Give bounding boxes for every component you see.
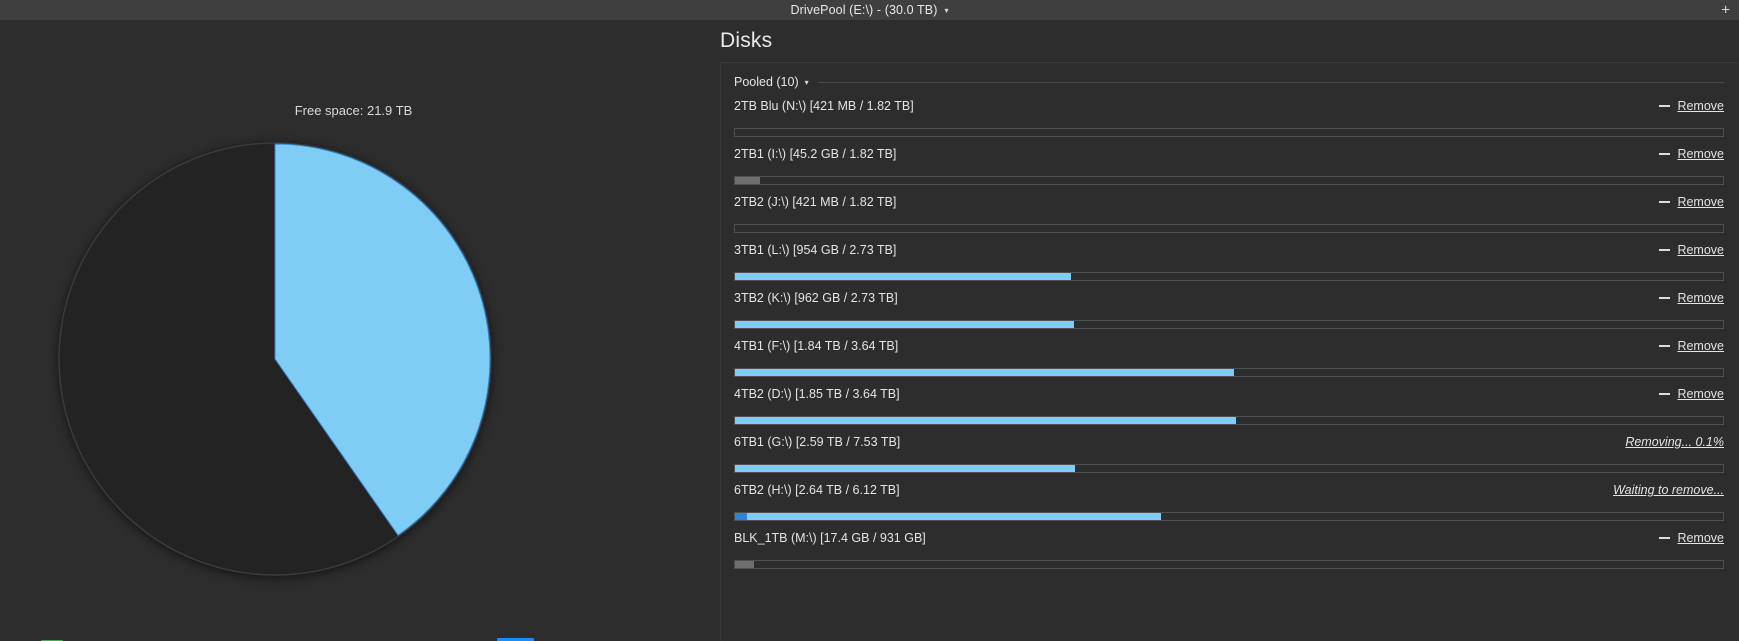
remove-disk-button[interactable]: Remove [1659,243,1724,257]
disk-row[interactable]: 2TB2 (J:\) [421 MB / 1.82 TB] Remove [721,189,1739,237]
disk-usage-bar [734,320,1724,329]
app-body: Free space: 21.9 TB x2 NTFS Disks Pooled… [0,20,1739,641]
remove-disk-label[interactable]: Remove [1677,243,1724,257]
remove-disk-label[interactable]: Remove [1677,531,1724,545]
group-divider [817,81,1724,83]
disk-usage-bar-fill [735,465,1075,472]
disk-row-header: 3TB2 (K:\) [962 GB / 2.73 TB] Remove [734,285,1724,311]
disk-usage-bar-fill [735,417,1236,424]
disk-usage-bar-fill [735,321,1074,328]
minus-icon [1659,201,1671,203]
disk-row-header: 6TB1 (G:\) [2.59 TB / 7.53 TB] Removing..… [734,429,1724,455]
disk-name-label: 6TB1 (G:\) [2.59 TB / 7.53 TB] [734,435,901,449]
minus-icon [1659,249,1671,251]
disk-name-label: 6TB2 (H:\) [2.64 TB / 6.12 TB] [734,483,900,497]
disk-removal-status[interactable]: Waiting to remove... [1613,483,1724,497]
minus-icon [1659,297,1671,299]
disk-usage-bar-fill [735,513,1161,520]
disk-row[interactable]: 6TB1 (G:\) [2.59 TB / 7.53 TB] Removing..… [721,429,1739,477]
disk-row-header: 3TB1 (L:\) [954 GB / 2.73 TB] Remove [734,237,1724,263]
disk-usage-bar [734,176,1724,185]
disk-row-header: 4TB1 (F:\) [1.84 TB / 3.64 TB] Remove [734,333,1724,359]
disk-row-header: 2TB Blu (N:\) [421 MB / 1.82 TB] Remove [734,93,1724,119]
disk-list: 2TB Blu (N:\) [421 MB / 1.82 TB] Remove 2T… [721,93,1739,573]
disk-removal-status-label[interactable]: Removing... 0.1% [1625,435,1724,449]
pooled-group-header[interactable]: Pooled (10) ▾ [734,75,1739,89]
remove-disk-label[interactable]: Remove [1677,291,1724,305]
disk-row[interactable]: 3TB1 (L:\) [954 GB / 2.73 TB] Remove [721,237,1739,285]
disk-name-label: 4TB1 (F:\) [1.84 TB / 3.64 TB] [734,339,899,353]
disk-removal-status[interactable]: Removing... 0.1% [1625,435,1724,449]
page-title: Disks [720,29,773,52]
chevron-down-icon[interactable]: ▾ [944,6,949,15]
disk-row-header: 2TB1 (I:\) [45.2 GB / 1.82 TB] Remove [734,141,1724,167]
pooled-group-label: Pooled (10) [734,75,799,89]
remove-disk-button[interactable]: Remove [1659,387,1724,401]
disk-usage-bar-fill [735,369,1234,376]
disk-name-label: 2TB2 (J:\) [421 MB / 1.82 TB] [734,195,897,209]
disk-removal-status-label[interactable]: Waiting to remove... [1613,483,1724,497]
disk-name-label: 3TB1 (L:\) [954 GB / 2.73 TB] [734,243,897,257]
remove-disk-button[interactable]: Remove [1659,147,1724,161]
disk-row[interactable]: BLK_1TB (M:\) [17.4 GB / 931 GB] Remove [721,525,1739,573]
disk-other-usage-segment [735,513,747,520]
disk-name-label: 4TB2 (D:\) [1.85 TB / 3.64 TB] [734,387,900,401]
chevron-down-icon[interactable]: ▾ [804,78,809,87]
disk-usage-bar [734,368,1724,377]
disk-row[interactable]: 3TB2 (K:\) [962 GB / 2.73 TB] Remove [721,285,1739,333]
pie-svg [58,142,492,576]
disk-row[interactable]: 2TB1 (I:\) [45.2 GB / 1.82 TB] Remove [721,141,1739,189]
remove-disk-label[interactable]: Remove [1677,195,1724,209]
disk-usage-bar [734,560,1724,569]
disk-row-header: 6TB2 (H:\) [2.64 TB / 6.12 TB] Waiting to… [734,477,1724,503]
disk-row-header: 2TB2 (J:\) [421 MB / 1.82 TB] Remove [734,189,1724,215]
disks-panel: Disks Pooled (10) ▾ 2TB Blu (N:\) [421 M… [707,20,1739,641]
window-titlebar: DrivePool (E:\) - (30.0 TB) ▾ + [0,0,1739,20]
disk-usage-bar [734,272,1724,281]
minus-icon [1659,105,1671,107]
disk-row-header: 4TB2 (D:\) [1.85 TB / 3.64 TB] Remove [734,381,1724,407]
disk-row[interactable]: 4TB1 (F:\) [1.84 TB / 3.64 TB] Remove [721,333,1739,381]
pool-overview-panel: Free space: 21.9 TB x2 NTFS [0,20,707,641]
window-title: DrivePool (E:\) - (30.0 TB) [790,3,938,17]
disk-usage-bar-fill [735,561,754,568]
disk-row[interactable]: 2TB Blu (N:\) [421 MB / 1.82 TB] Remove [721,93,1739,141]
disk-usage-bar-fill [735,177,760,184]
disk-usage-bar [734,464,1724,473]
pool-usage-pie-chart[interactable] [58,142,492,576]
remove-disk-label[interactable]: Remove [1677,387,1724,401]
remove-disk-label[interactable]: Remove [1677,99,1724,113]
add-tab-icon[interactable]: + [1721,1,1730,19]
remove-disk-button[interactable]: Remove [1659,99,1724,113]
disk-usage-bar [734,224,1724,233]
remove-disk-button[interactable]: Remove [1659,531,1724,545]
minus-icon [1659,153,1671,155]
free-space-label: Free space: 21.9 TB [294,103,413,118]
remove-disk-label[interactable]: Remove [1677,339,1724,353]
disk-usage-bar [734,128,1724,137]
disk-name-label: 3TB2 (K:\) [962 GB / 2.73 TB] [734,291,898,305]
remove-disk-button[interactable]: Remove [1659,339,1724,353]
disk-row[interactable]: 4TB2 (D:\) [1.85 TB / 3.64 TB] Remove [721,381,1739,429]
disk-name-label: 2TB Blu (N:\) [421 MB / 1.82 TB] [734,99,914,113]
remove-disk-button[interactable]: Remove [1659,195,1724,209]
minus-icon [1659,537,1671,539]
disks-body: Pooled (10) ▾ 2TB Blu (N:\) [421 MB / 1.… [720,62,1739,641]
disk-usage-bar [734,416,1724,425]
minus-icon [1659,345,1671,347]
disk-row-header: BLK_1TB (M:\) [17.4 GB / 931 GB] Remove [734,525,1724,551]
disk-name-label: BLK_1TB (M:\) [17.4 GB / 931 GB] [734,531,926,545]
minus-icon [1659,393,1671,395]
remove-disk-label[interactable]: Remove [1677,147,1724,161]
disk-row[interactable]: 6TB2 (H:\) [2.64 TB / 6.12 TB] Waiting to… [721,477,1739,525]
remove-disk-button[interactable]: Remove [1659,291,1724,305]
disk-usage-bar-fill [735,273,1071,280]
disk-usage-bar [734,512,1724,521]
disk-name-label: 2TB1 (I:\) [45.2 GB / 1.82 TB] [734,147,897,161]
